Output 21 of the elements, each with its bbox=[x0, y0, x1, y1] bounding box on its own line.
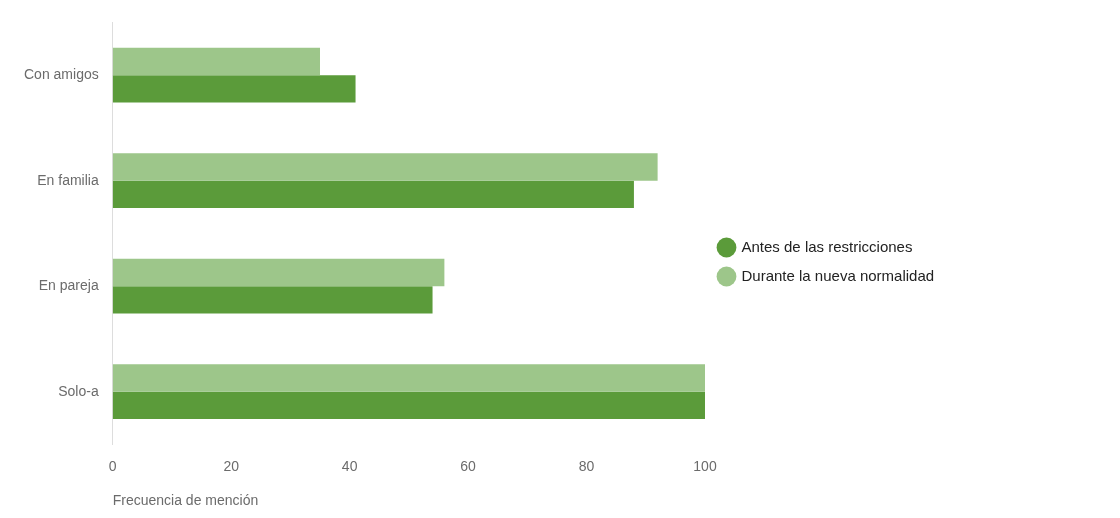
y-tick-label: En familia bbox=[37, 171, 99, 188]
bar bbox=[112, 75, 356, 103]
legend-label: Durante la nueva normalidad bbox=[741, 266, 935, 284]
legend-label: Antes de las restricciones bbox=[741, 237, 913, 255]
x-tick-label: 80 bbox=[578, 457, 595, 474]
y-tick-label: Solo-a bbox=[58, 382, 99, 399]
bar bbox=[112, 391, 705, 420]
bar bbox=[112, 258, 445, 287]
bar bbox=[112, 180, 634, 209]
x-tick-label: 100 bbox=[693, 457, 717, 474]
bar bbox=[112, 364, 705, 392]
x-tick-label: 0 bbox=[108, 457, 117, 474]
x-tick-label: 20 bbox=[223, 457, 240, 474]
x-tick-label: 60 bbox=[460, 457, 477, 474]
y-tick-label: En pareja bbox=[38, 277, 99, 294]
x-tick-label: 40 bbox=[341, 457, 358, 474]
bar bbox=[112, 286, 433, 314]
x-axis-title: Frecuencia de mención bbox=[112, 492, 259, 509]
y-tick-label: Con amigos bbox=[24, 66, 99, 83]
bar bbox=[112, 153, 658, 181]
bar bbox=[112, 47, 321, 76]
